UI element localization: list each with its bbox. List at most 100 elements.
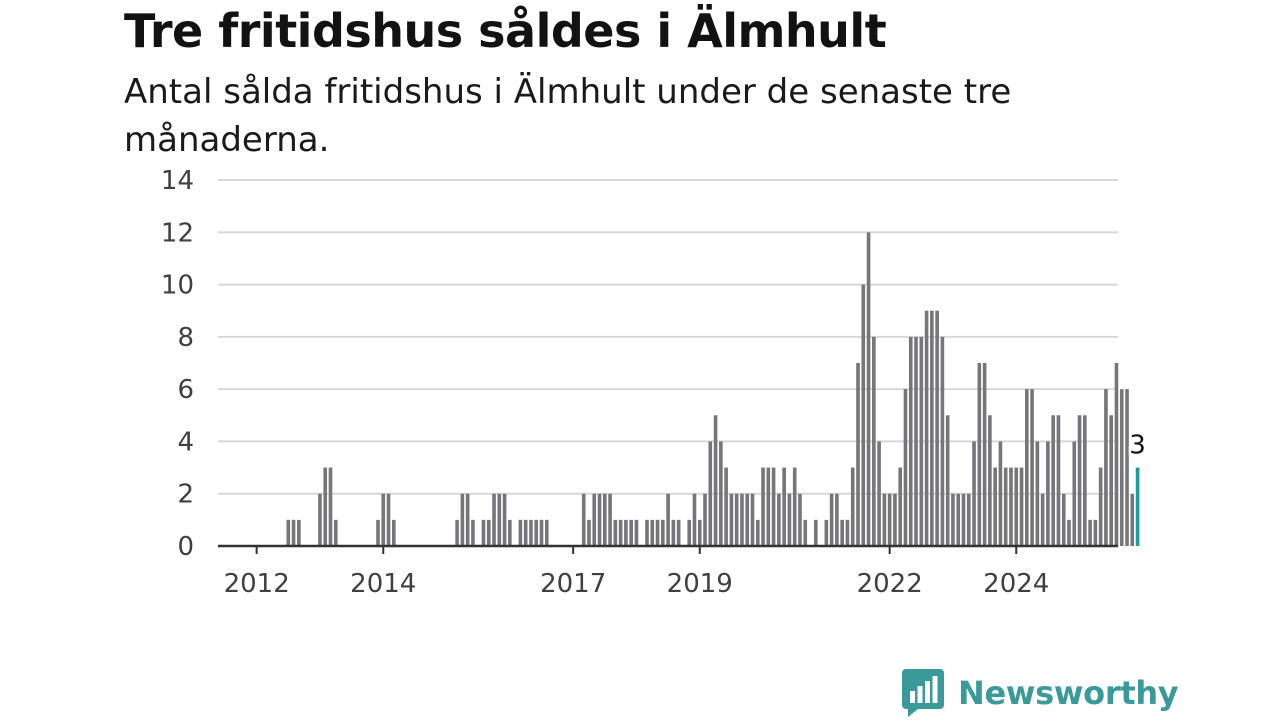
bar [798, 493, 802, 546]
bar [914, 336, 918, 546]
bar [624, 519, 628, 546]
bar [998, 441, 1003, 546]
bar [1125, 389, 1129, 546]
bar [460, 493, 465, 546]
bar [1088, 519, 1092, 546]
bar [745, 493, 750, 546]
bar [328, 467, 333, 546]
bar [629, 519, 633, 546]
bar [1109, 415, 1113, 546]
x-tick-label: 2022 [857, 569, 923, 599]
bar-latest [1135, 467, 1140, 546]
data-labels: 3 [1127, 428, 1149, 463]
bar [1056, 415, 1061, 546]
bar-series [286, 232, 1140, 547]
bar [945, 415, 950, 546]
bar [961, 493, 966, 546]
bar [924, 310, 929, 546]
y-tick-label: 0 [177, 532, 194, 562]
x-axis-labels: 2012 2014 2017 2019 2022 2024 [224, 569, 1050, 599]
bar [940, 336, 945, 546]
bar [845, 519, 850, 546]
chart-title: Tre fritidshus såldes i Älmhult [124, 4, 887, 58]
bar [972, 441, 976, 546]
bar [286, 519, 291, 546]
bar [777, 493, 781, 546]
bar [877, 441, 881, 546]
bar [1083, 415, 1087, 546]
bar [386, 493, 391, 546]
x-tick-label: 2024 [983, 569, 1049, 599]
bar [539, 519, 544, 546]
bar [951, 493, 955, 546]
bar [587, 519, 591, 546]
bar [719, 441, 723, 546]
bar [1104, 389, 1108, 546]
x-tick-label: 2017 [540, 569, 606, 599]
y-tick-label: 6 [177, 375, 194, 405]
bar [323, 467, 328, 546]
y-tick-label: 4 [177, 427, 194, 457]
bar [392, 519, 396, 546]
bar [856, 363, 860, 546]
bar [333, 519, 338, 546]
x-axis [218, 544, 1118, 554]
bar [1077, 415, 1082, 546]
bar [471, 519, 475, 546]
bar [750, 493, 755, 546]
bar [908, 336, 913, 546]
bar [518, 519, 523, 546]
x-tick-label: 2014 [350, 569, 416, 599]
bar [814, 519, 818, 546]
bar [655, 519, 660, 546]
bar [318, 493, 322, 546]
bar [903, 389, 908, 546]
bar [666, 493, 670, 546]
bar [993, 467, 997, 546]
bar [1009, 467, 1013, 546]
bar [508, 519, 512, 546]
bar [581, 493, 586, 546]
latest-value-label: 3 [1129, 431, 1146, 461]
y-tick-label: 2 [177, 480, 194, 510]
bar-chart: 0 2 4 6 8 10 12 14 2012 2014 2017 2019 2022 2024 3 [160, 166, 1149, 599]
bar [661, 519, 665, 546]
bar [803, 519, 808, 546]
bar [898, 467, 902, 546]
chart-subtitle: Antal sålda fritidshus i Älmhult under d… [124, 72, 1012, 160]
y-tick-label: 14 [161, 166, 194, 196]
bar [787, 493, 792, 546]
bar [708, 441, 713, 546]
bar [613, 519, 618, 546]
bar [1067, 519, 1071, 546]
bar [687, 519, 691, 546]
bar [1003, 467, 1008, 546]
bar [544, 519, 549, 546]
y-tick-label: 8 [177, 323, 194, 353]
brand-logo: Newsworthy [902, 669, 1179, 717]
bar [713, 415, 718, 546]
bar [697, 519, 702, 546]
bar [887, 493, 892, 546]
bar [1061, 493, 1066, 546]
bar [966, 493, 971, 546]
bar [523, 519, 528, 546]
bar [982, 363, 987, 546]
bar [766, 467, 771, 546]
bar [603, 493, 607, 546]
bar [850, 467, 855, 546]
bar [676, 519, 681, 546]
bar [381, 493, 386, 546]
bar [650, 519, 655, 546]
bar [729, 493, 734, 546]
bar [1114, 363, 1119, 546]
bar [634, 519, 639, 546]
bar [608, 493, 612, 546]
bar [1093, 519, 1098, 546]
bar [771, 467, 776, 546]
bar [497, 493, 502, 546]
bar [935, 310, 939, 546]
bar [755, 519, 760, 546]
bar [592, 493, 597, 546]
bar [291, 519, 296, 546]
